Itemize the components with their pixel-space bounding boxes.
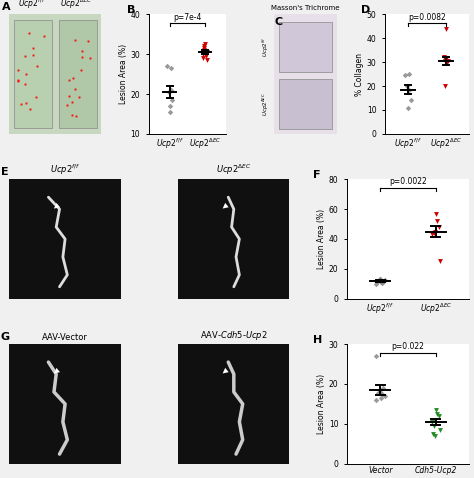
Text: AAV-Vector: AAV-Vector (42, 333, 88, 342)
Text: p=0.0082: p=0.0082 (408, 12, 446, 22)
Text: $Ucp2^{\Delta EC}$: $Ucp2^{\Delta EC}$ (260, 92, 271, 116)
Text: E: E (0, 167, 8, 177)
Text: C: C (275, 17, 283, 27)
Text: $Ucp2^{f/f}$: $Ucp2^{f/f}$ (50, 163, 80, 177)
Y-axis label: Lesion Area (%): Lesion Area (%) (317, 374, 326, 434)
Text: p=7e-4: p=7e-4 (173, 12, 201, 22)
Text: $Ucp2^{\Delta EC}$: $Ucp2^{\Delta EC}$ (60, 0, 92, 11)
Text: A: A (2, 2, 11, 12)
FancyBboxPatch shape (14, 20, 52, 129)
Text: $Ucp2^{\Delta EC}$: $Ucp2^{\Delta EC}$ (216, 163, 251, 177)
Text: p=0.0022: p=0.0022 (389, 177, 427, 186)
Text: AAV-$Cdh5$-$Ucp2$: AAV-$Cdh5$-$Ucp2$ (200, 329, 268, 342)
Text: p=0.022: p=0.022 (392, 342, 425, 351)
Y-axis label: % Collagen: % Collagen (355, 53, 364, 96)
FancyBboxPatch shape (59, 20, 97, 129)
Text: $Ucp2^{f/f}$: $Ucp2^{f/f}$ (18, 0, 46, 11)
Text: Masson's Trichrome: Masson's Trichrome (271, 5, 340, 11)
Text: H: H (313, 335, 322, 345)
Text: $Ucp2^{f/f}$: $Ucp2^{f/f}$ (260, 36, 271, 57)
FancyBboxPatch shape (279, 22, 332, 72)
Y-axis label: Lesion Area (%): Lesion Area (%) (317, 209, 326, 269)
FancyBboxPatch shape (279, 79, 332, 129)
Text: F: F (313, 170, 320, 180)
Text: D: D (361, 5, 370, 15)
Text: G: G (0, 332, 9, 342)
Text: B: B (127, 5, 135, 15)
Y-axis label: Lesion Area (%): Lesion Area (%) (119, 44, 128, 104)
